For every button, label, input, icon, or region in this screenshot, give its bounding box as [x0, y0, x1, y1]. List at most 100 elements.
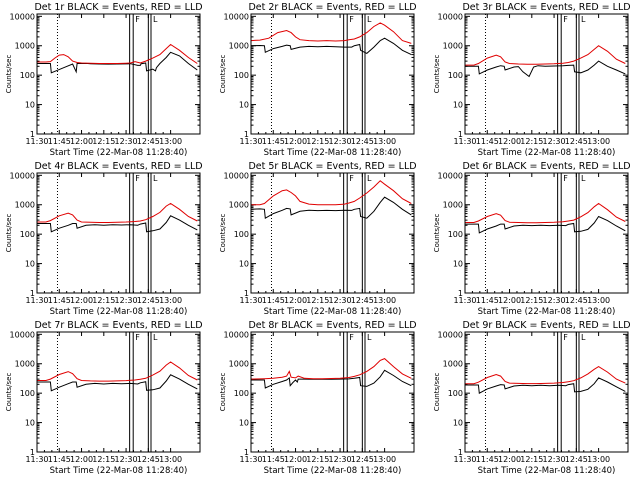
lld-series-line — [37, 43, 198, 64]
y-tick-label: 1 — [458, 448, 463, 457]
x-tick-label: 11:45 — [262, 455, 285, 464]
panel-title: Det 8r BLACK = Events, RED = LLD — [248, 320, 416, 331]
y-tick-label: 1000 — [229, 201, 249, 210]
detector-panel-7: Det 7r BLACK = Events, RED = LLD 11:30 11:… — [5, 320, 203, 476]
x-tick-label: 11:45 — [48, 137, 71, 146]
y-axis-label: Counts/sec — [5, 214, 13, 253]
y-tick-label: 10000 — [438, 12, 463, 21]
panel-title: Det 3r BLACK = Events, RED = LLD — [462, 2, 630, 13]
x-tick-label: 13:00 — [159, 455, 182, 464]
panel-title: Det 7r BLACK = Events, RED = LLD — [34, 320, 202, 331]
x-axis-label: Start Time (22-Mar-08 11:28:40) — [478, 148, 616, 158]
events-series-line — [465, 215, 626, 234]
x-axis-label: Start Time (22-Mar-08 11:28:40) — [478, 307, 616, 317]
x-tick-label: 12:00 — [284, 455, 307, 464]
lld-series-line — [250, 22, 412, 44]
detector-panel-9: Det 9r BLACK = Events, RED = LLD 11:30 11:… — [433, 320, 631, 476]
x-axis-label: Start Time (22-Mar-08 11:28:40) — [50, 466, 188, 476]
x-tick-label: 12:45 — [351, 296, 374, 305]
y-axis-label: Counts/sec — [433, 55, 441, 94]
events-series-line — [465, 60, 626, 78]
x-tick-label: 11:45 — [476, 296, 499, 305]
x-tick-label: 12:15 — [306, 455, 329, 464]
marker-label: F — [563, 174, 568, 183]
y-tick-label: 100 — [20, 389, 35, 398]
y-tick-label: 10 — [239, 419, 249, 428]
detector-panel-1: Det 1r BLACK = Events, RED = LLD 11:30 11:… — [5, 2, 203, 158]
lld-series-line — [465, 202, 626, 224]
panel-title: Det 4r BLACK = Events, RED = LLD — [34, 161, 202, 172]
x-tick-label: 12:15 — [306, 296, 329, 305]
x-tick-label: 13:00 — [587, 455, 610, 464]
x-tick-label: 12:00 — [498, 296, 521, 305]
y-tick-label: 1000 — [15, 201, 35, 210]
events-series-line — [250, 196, 412, 220]
y-tick-label: 1000 — [443, 42, 463, 51]
marker-label: F — [135, 174, 140, 183]
y-tick-label: 10 — [239, 260, 249, 269]
x-tick-label: 11:30 — [25, 455, 48, 464]
detector-panel-6: Det 6r BLACK = Events, RED = LLD 11:30 11:… — [433, 161, 631, 317]
plot-frame — [250, 13, 415, 135]
x-tick-label: 11:45 — [476, 137, 499, 146]
y-tick-label: 1000 — [443, 360, 463, 369]
x-tick-label: 11:45 — [48, 296, 71, 305]
x-tick-label: 12:00 — [70, 296, 93, 305]
y-tick-label: 100 — [20, 230, 35, 239]
x-axis-label: Start Time (22-Mar-08 11:28:40) — [50, 148, 188, 158]
x-tick-label: 11:30 — [25, 296, 48, 305]
x-tick-label: 12:00 — [70, 455, 93, 464]
x-tick-label: 12:45 — [351, 455, 374, 464]
x-axis-label: Start Time (22-Mar-08 11:28:40) — [264, 466, 402, 476]
marker-label: F — [563, 15, 568, 24]
x-tick-label: 12:15 — [92, 296, 115, 305]
y-tick-label: 10000 — [438, 330, 463, 339]
x-axis-label: Start Time (22-Mar-08 11:28:40) — [264, 148, 402, 158]
y-axis-label: Counts/sec — [5, 373, 13, 412]
y-tick-label: 10 — [239, 101, 249, 110]
y-tick-label: 1 — [30, 289, 35, 298]
y-tick-label: 10000 — [224, 330, 249, 339]
events-series-line — [465, 377, 626, 394]
detector-panel-5: Det 5r BLACK = Events, RED = LLD 11:30 11:… — [219, 161, 417, 317]
lld-series-line — [465, 366, 626, 385]
events-series-line — [251, 369, 412, 389]
x-tick-label: 12:30 — [543, 296, 566, 305]
y-tick-label: 10000 — [224, 171, 249, 180]
y-tick-label: 10000 — [438, 171, 463, 180]
x-tick-label: 12:00 — [70, 137, 93, 146]
panel-title: Det 5r BLACK = Events, RED = LLD — [248, 161, 416, 172]
x-tick-label: 11:45 — [48, 455, 71, 464]
marker-label: L — [153, 15, 158, 24]
lld-series-line — [37, 361, 198, 382]
x-tick-label: 12:45 — [137, 296, 160, 305]
x-tick-label: 11:30 — [239, 137, 262, 146]
x-tick-label: 13:00 — [373, 137, 396, 146]
x-tick-label: 12:30 — [543, 455, 566, 464]
detector-panel-3: Det 3r BLACK = Events, RED = LLD 11:30 11:… — [433, 2, 631, 158]
y-tick-label: 1 — [244, 130, 249, 139]
y-tick-label: 1 — [458, 289, 463, 298]
x-tick-label: 12:00 — [498, 137, 521, 146]
x-tick-label: 12:00 — [284, 296, 307, 305]
marker-label: F — [349, 174, 354, 183]
x-tick-label: 13:00 — [373, 296, 396, 305]
x-tick-label: 11:30 — [453, 137, 476, 146]
y-tick-label: 100 — [234, 230, 249, 239]
x-tick-label: 12:15 — [520, 296, 543, 305]
panel-title: Det 9r BLACK = Events, RED = LLD — [462, 320, 630, 331]
y-tick-label: 1 — [244, 448, 249, 457]
x-tick-label: 12:00 — [498, 455, 521, 464]
x-tick-label: 13:00 — [159, 137, 182, 146]
marker-label: F — [563, 333, 568, 342]
marker-label: L — [153, 174, 158, 183]
plot-frame — [250, 331, 415, 453]
x-tick-label: 12:15 — [92, 137, 115, 146]
y-axis-label: Counts/sec — [219, 373, 227, 412]
y-tick-label: 1 — [30, 448, 35, 457]
plot-frame — [36, 331, 201, 453]
x-tick-label: 12:00 — [284, 137, 307, 146]
x-tick-label: 12:30 — [329, 455, 352, 464]
x-tick-label: 11:30 — [453, 296, 476, 305]
